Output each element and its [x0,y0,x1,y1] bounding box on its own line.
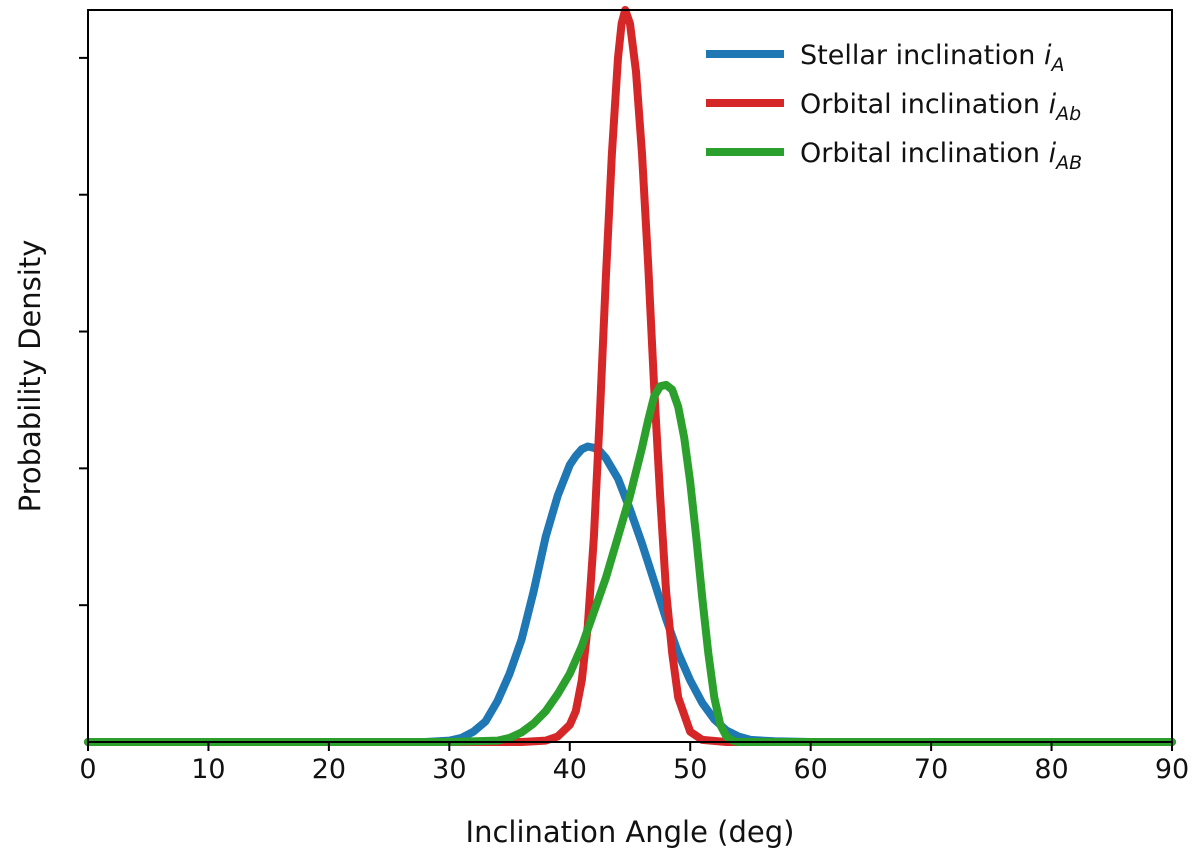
x-tick-label: 60 [793,754,827,785]
x-tick-label: 50 [673,754,707,785]
y-axis-label: Probability Density [13,240,47,513]
x-tick-label: 20 [312,754,346,785]
legend: Stellar inclination iA Orbital inclinatio… [706,40,1082,174]
legend-label-3: Orbital inclination iAB [800,138,1082,174]
x-tick-label: 0 [79,754,96,785]
series-line-2 [84,6,1176,746]
x-tick-label: 10 [191,754,225,785]
x-axis-ticks: 0 10 20 30 40 50 60 70 80 90 [79,742,1189,785]
legend-label-2: Orbital inclination iAb [800,89,1081,125]
y-axis-ticks [79,56,88,607]
x-tick-label: 30 [432,754,466,785]
x-tick-label: 80 [1034,754,1068,785]
x-tick-label: 90 [1155,754,1189,785]
x-tick-label: 40 [553,754,587,785]
series-layer [84,6,1176,746]
series-line-3 [84,380,1176,746]
plot-frame [87,9,1173,743]
x-tick-label: 70 [914,754,948,785]
legend-label-1: Stellar inclination iA [800,40,1065,76]
x-axis-label: Inclination Angle (deg) [466,815,795,849]
